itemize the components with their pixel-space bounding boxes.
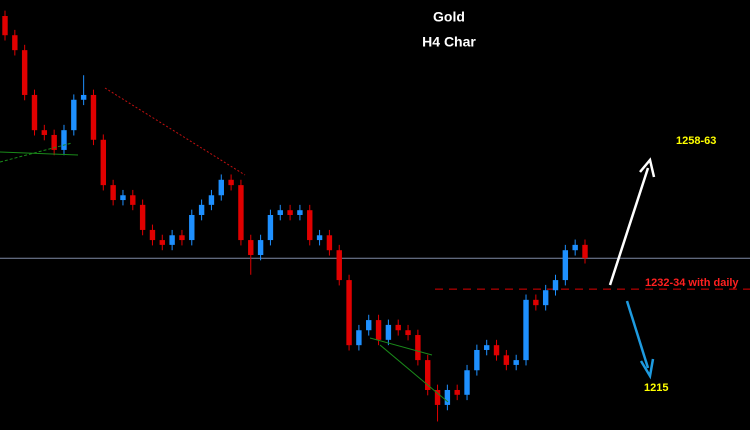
chart-title: Gold xyxy=(433,9,465,25)
candle-body xyxy=(90,94,97,140)
arrow-head xyxy=(639,358,655,380)
candle-body xyxy=(356,330,362,346)
candle-body xyxy=(405,330,411,336)
arrow xyxy=(625,300,650,369)
candle-body xyxy=(395,324,401,331)
candle-body xyxy=(130,195,136,205)
trend-line xyxy=(0,151,79,156)
candle-body xyxy=(366,320,372,331)
candle-body xyxy=(503,355,510,365)
candle-body xyxy=(523,299,529,361)
candle-body xyxy=(139,204,146,230)
candle-body xyxy=(434,389,441,405)
candle-body xyxy=(198,204,205,215)
candle-body xyxy=(110,185,116,201)
candle-body xyxy=(493,345,500,356)
candle-body xyxy=(297,210,303,215)
candle-body xyxy=(189,215,195,241)
candle-body xyxy=(277,210,283,215)
candle-body xyxy=(582,244,588,259)
candle-body xyxy=(21,50,28,95)
candle-body xyxy=(336,250,342,281)
candle-body xyxy=(444,389,451,405)
candle-body xyxy=(179,235,185,241)
candle-body xyxy=(80,94,87,100)
candle-body xyxy=(120,195,126,201)
trend-line xyxy=(369,337,433,356)
candle-body xyxy=(552,280,559,291)
candle-body xyxy=(415,335,421,361)
candle-body xyxy=(464,370,470,395)
candle-body xyxy=(346,280,352,346)
candle-body xyxy=(316,235,323,241)
candle-body xyxy=(238,185,244,241)
annotation: 1258-63 xyxy=(676,135,716,147)
candle-body xyxy=(513,360,519,365)
candle-body xyxy=(159,240,165,245)
candle-body xyxy=(533,299,539,306)
plot xyxy=(0,10,750,422)
candle-body xyxy=(483,345,490,350)
trend-line xyxy=(104,87,246,176)
candle-body xyxy=(149,229,156,241)
candle-body xyxy=(454,389,460,395)
candle-body xyxy=(248,240,254,256)
candle-body xyxy=(61,130,67,150)
candle-body xyxy=(100,139,107,186)
candle-body xyxy=(208,195,215,205)
candle-body xyxy=(326,235,333,251)
arrow xyxy=(608,167,650,286)
candle-body xyxy=(307,210,313,241)
candle-body xyxy=(218,179,224,196)
trend-line xyxy=(0,142,73,163)
candle-body xyxy=(169,235,175,245)
candle-body xyxy=(12,35,18,51)
annotation: 1232-34 with daily xyxy=(645,277,739,289)
candle-body xyxy=(51,134,57,150)
candle-body xyxy=(572,244,578,251)
trend-line xyxy=(379,344,449,403)
candle-body xyxy=(31,94,38,131)
candle-body xyxy=(425,360,431,390)
candle-body xyxy=(41,130,48,135)
annotation: 1215 xyxy=(644,382,668,394)
candle-body xyxy=(385,324,392,340)
candle-body xyxy=(562,250,569,281)
candle-body xyxy=(228,179,234,186)
chart-subtitle: H4 Char xyxy=(422,34,476,50)
candle-body xyxy=(267,215,274,241)
candle-body xyxy=(2,16,8,36)
candle-body xyxy=(257,240,264,256)
candle-body xyxy=(542,290,549,306)
candle-body xyxy=(375,320,382,340)
candle-body xyxy=(71,99,77,131)
arrow-head xyxy=(639,157,656,178)
candle-body xyxy=(474,349,480,371)
candle-body xyxy=(287,210,293,215)
